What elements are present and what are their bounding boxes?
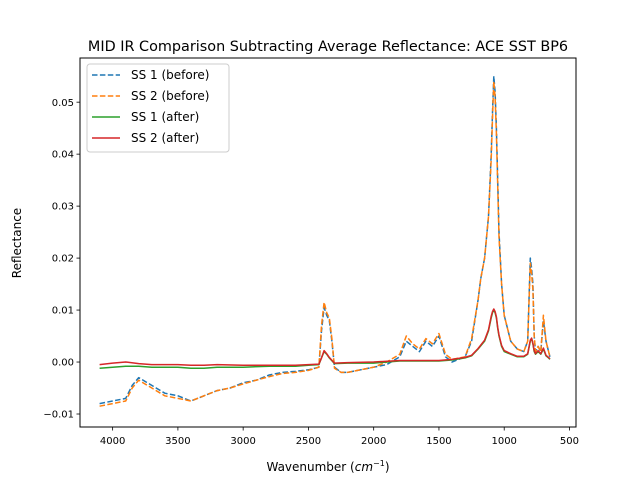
x-tick-label: 3500 <box>165 436 190 447</box>
x-tick-label: 3000 <box>230 436 255 447</box>
y-tick-label: 0.02 <box>52 254 74 265</box>
y-tick-label: −0.01 <box>43 410 74 421</box>
plot-frame <box>79 57 577 428</box>
legend-label-2: SS 2 (before) <box>131 89 209 103</box>
legend: SS 1 (before) SS 2 (before) SS 1 (after) SS… <box>86 63 230 153</box>
x-tick-label: 1500 <box>426 436 451 447</box>
legend-box <box>86 63 230 153</box>
y-tick-label: 0.01 <box>52 306 74 317</box>
x-axis-label-unit: cm <box>355 460 373 474</box>
x-axis-label-main: Wavenumber ( <box>266 460 354 474</box>
y-tick-label: 0.00 <box>52 358 74 369</box>
series-layer <box>99 75 551 407</box>
y-axis: −0.01 0.00 0.01 0.02 0.03 0.04 0.05 <box>43 98 80 421</box>
legend-label-1: SS 1 (before) <box>131 68 209 82</box>
y-tick-label: 0.04 <box>52 150 74 161</box>
x-tick-label: 1000 <box>491 436 516 447</box>
series-line-4 <box>99 308 551 366</box>
x-tick-label: 4000 <box>100 436 125 447</box>
y-axis-label: Reflectance <box>10 208 24 278</box>
series-line-2 <box>99 80 551 407</box>
x-axis-label: Wavenumber (cm−1) <box>266 459 389 474</box>
y-tick-label: 0.03 <box>52 202 74 213</box>
x-axis: 4000 3500 3000 2500 2000 1500 1000 500 <box>100 427 579 447</box>
y-tick-label: 0.05 <box>52 98 74 109</box>
chart-title: MID IR Comparison Subtracting Average Re… <box>88 39 568 55</box>
x-tick-label: 500 <box>560 436 579 447</box>
legend-label-4: SS 2 (after) <box>131 131 199 145</box>
legend-label-3: SS 1 (after) <box>131 110 199 124</box>
x-tick-label: 2500 <box>296 436 321 447</box>
x-axis-label-exp: −1 <box>373 459 385 468</box>
x-tick-label: 2000 <box>361 436 386 447</box>
x-axis-label-close: ) <box>385 460 390 474</box>
